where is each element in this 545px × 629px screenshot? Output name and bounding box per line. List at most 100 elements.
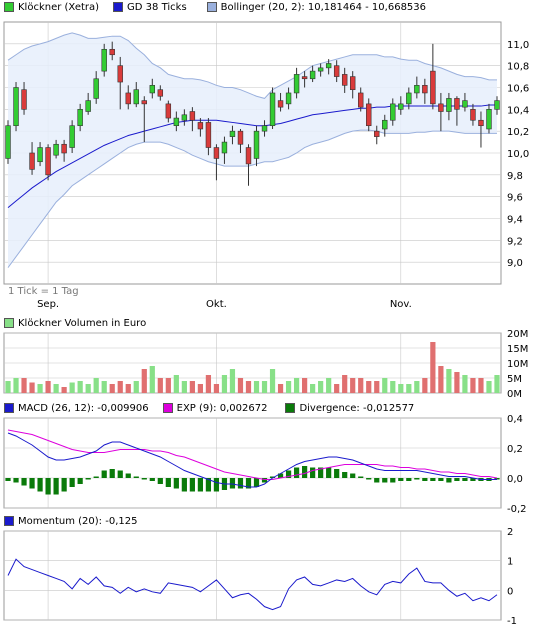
volume-bar — [382, 378, 388, 393]
volume-bar — [45, 381, 51, 393]
divergence-bar — [358, 476, 364, 478]
divergence-bar — [350, 473, 356, 478]
candle-body — [382, 119, 388, 130]
volume-bar — [173, 375, 179, 393]
divergence-bar — [310, 467, 316, 478]
price-y-tick-label: 10,4 — [507, 105, 529, 116]
candle-body — [269, 92, 276, 127]
volume-bar — [245, 381, 252, 393]
month-label: Nov. — [390, 299, 412, 310]
volume-bar — [69, 382, 75, 393]
volume-bar — [85, 384, 91, 393]
moving-average-line — [7, 104, 497, 208]
volume-bar — [13, 378, 19, 393]
exp-legend-swatch — [162, 403, 173, 413]
candle-body — [117, 65, 123, 83]
candle-body — [13, 87, 19, 127]
volume-bar — [422, 378, 428, 393]
candle-body — [358, 92, 364, 108]
divergence-bar — [117, 470, 123, 478]
price-y-tick-label: 10,2 — [507, 127, 529, 138]
macd-legend-label: MACD (26, 12): -0,009906 — [18, 402, 149, 414]
volume-legend: Klöckner Volumen in Euro — [4, 316, 146, 330]
volume-bar — [438, 366, 444, 393]
candle-body — [374, 130, 380, 137]
candle-body — [5, 125, 11, 159]
volume-bar — [358, 378, 364, 393]
volume-bar — [189, 381, 195, 393]
price-panel: 11,0 10,8 10,6 10,4 10,2 10,0 9,8 9,6 9,4 9,2 9,0 S… — [3, 21, 529, 310]
divergence-bar — [334, 469, 340, 478]
candle-body — [478, 119, 484, 127]
divergence-bar — [149, 478, 155, 481]
momentum-frame — [3, 530, 502, 621]
volume-bar — [37, 384, 43, 393]
divergence-bar — [213, 478, 220, 492]
momentum-legend-label: Momentum (20): -0,125 — [18, 515, 138, 527]
price-y-tick-label: 9,0 — [507, 258, 523, 269]
candle-body — [37, 147, 43, 163]
exp-legend-label: EXP (9): 0,002672 — [176, 402, 268, 414]
volume-bar — [213, 384, 220, 393]
divergence-bar — [45, 478, 51, 495]
divergence-bar — [398, 478, 404, 481]
volume-bar — [470, 378, 476, 393]
divergence-bar — [189, 478, 195, 492]
volume-bar — [125, 384, 131, 393]
candle-body — [21, 89, 27, 110]
volume-bar — [109, 384, 115, 393]
divergence-bar — [422, 478, 428, 481]
candle-body — [438, 103, 444, 112]
momentum-legend-swatch — [4, 516, 14, 526]
divergence-bar — [37, 478, 43, 492]
volume-bar — [390, 381, 396, 393]
divergence-bar — [253, 478, 260, 487]
divergence-bar — [326, 467, 332, 478]
divergence-bar — [285, 470, 292, 478]
tick-note: 1 Tick = 1 Tag — [8, 286, 79, 297]
candle-body — [366, 103, 372, 127]
volume-bar — [318, 381, 324, 393]
bollinger-lower-line — [7, 129, 497, 268]
candle-body — [45, 147, 51, 176]
candle-body — [85, 100, 91, 112]
candle-body — [205, 122, 212, 148]
macd-y-tick-label: -0,2 — [507, 504, 527, 515]
volume-bar — [414, 381, 420, 393]
divergence-bar — [181, 478, 187, 492]
macd-y-tick-label: 0,4 — [507, 414, 523, 425]
divergence-bar — [494, 478, 500, 480]
price-legend-swatch — [4, 2, 14, 12]
month-label: Okt. — [206, 299, 227, 310]
candle-body — [221, 141, 228, 154]
candle-body — [253, 130, 260, 159]
volume-bar — [29, 382, 35, 393]
bollinger-legend-swatch — [206, 2, 217, 12]
candle-body — [317, 67, 324, 72]
candle-body — [77, 109, 83, 127]
volume-bar — [269, 369, 276, 393]
divergence-bar — [245, 478, 252, 489]
divergence-bar — [157, 478, 163, 484]
divergence-bar — [141, 478, 147, 480]
candle-body — [454, 98, 460, 110]
candle-body — [398, 103, 404, 110]
divergence-bar — [414, 478, 420, 480]
ma-legend-swatch — [113, 2, 124, 12]
momentum-y-tick-label: 1 — [507, 557, 513, 568]
candle-body — [430, 70, 436, 105]
price-y-tick-label: 11,0 — [507, 40, 529, 51]
divergence-bar — [21, 478, 27, 486]
divergence-bar — [277, 473, 284, 478]
candle-body — [349, 76, 356, 90]
volume-bar — [237, 378, 244, 393]
candle-body — [237, 130, 244, 145]
divergence-bar — [77, 478, 83, 484]
volume-y-tick-label: 0M — [507, 389, 522, 400]
candle-body — [181, 114, 188, 121]
divergence-legend-label: Divergence: -0,012577 — [299, 402, 415, 414]
divergence-bar — [301, 466, 308, 478]
divergence-bar — [133, 476, 139, 478]
divergence-bar — [390, 478, 396, 483]
